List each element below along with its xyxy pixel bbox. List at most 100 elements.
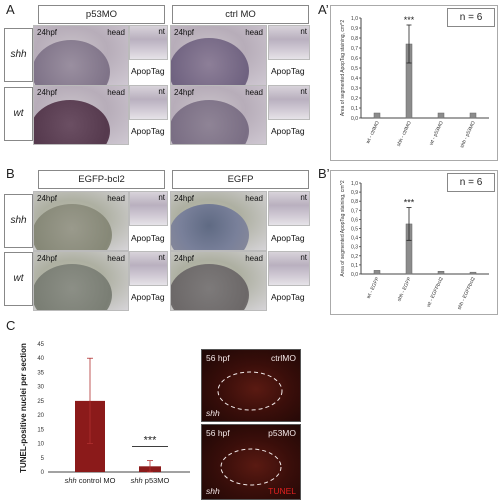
nt-label: nt xyxy=(158,253,165,262)
micrograph-nt-wt-egfp: nt xyxy=(268,251,310,286)
chart-a-prime-frame: n = 6 0,0 0,1 0,2 0,3 0,4 0,5 0,6 0,7 0,8 0,9 1,0 A… xyxy=(330,5,498,161)
treatment-label: ctrlMO xyxy=(270,353,296,363)
y-tick-label: 0,4 xyxy=(351,76,358,82)
tunel-image-p53mo: 56 hpf p53MO shh TUNEL xyxy=(201,424,301,500)
y-tick-label: 45 xyxy=(37,342,44,348)
micrograph-shh-p53mo: 24hpf head xyxy=(33,25,129,86)
row-label-wt: wt xyxy=(4,87,33,141)
y-tick-label: 0,8 xyxy=(351,36,358,42)
bar xyxy=(469,112,477,119)
apoptag-label: ApopTag xyxy=(131,126,165,136)
stain-label: TUNEL xyxy=(268,486,296,496)
chart-b-prime-frame: n = 6 0,0 0,1 0,2 0,3 0,4 0,5 0,6 0,7 0,8 0,9 1,0 A… xyxy=(330,170,498,315)
micrograph-nt-wt-egfpbcl2: nt xyxy=(129,251,168,286)
chart-b-prime: 0,0 0,1 0,2 0,3 0,4 0,5 0,6 0,7 0,8 0,9 1,0 Area of… xyxy=(340,180,489,311)
y-tick-label: 0,1 xyxy=(351,263,358,269)
head-label: head xyxy=(245,88,263,97)
row-label-shh: shh xyxy=(4,28,33,82)
n-label: n = 6 xyxy=(447,8,495,27)
tunel-outline xyxy=(220,448,282,486)
stage-label: 56 hpf xyxy=(206,428,230,438)
tunel-outline xyxy=(217,371,283,411)
y-tick-label: 0,1 xyxy=(351,106,358,112)
micrograph-shh-egfp: 24hpf head xyxy=(170,191,267,251)
chart-c: 0 5 10 15 20 25 30 35 40 45 TUNEL-positive nuclei … xyxy=(19,342,190,485)
micrograph-nt-shh-p53mo: nt xyxy=(129,25,168,60)
micrograph-shh-egfpbcl2: 24hpf head xyxy=(33,191,129,251)
panel-letter-a: A xyxy=(6,2,15,17)
panel-letter-b-prime: B’ xyxy=(318,166,330,181)
micrograph-shh-ctrlmo: 24hpf head xyxy=(170,25,267,86)
micrograph-wt-egfp: 24hpf head xyxy=(170,251,267,311)
x-tick-label: wt - EGFP xyxy=(366,276,381,300)
stage-label: 56 hpf xyxy=(206,353,230,363)
x-tick-label: wt - p53MO xyxy=(428,120,444,146)
header-egfp-bcl2: EGFP-bcl2 xyxy=(38,170,165,189)
significance-label: *** xyxy=(404,15,415,25)
bar xyxy=(437,112,445,119)
y-tick-label: 40 xyxy=(37,356,44,362)
y-tick-label: 0,2 xyxy=(351,96,358,102)
y-tick-label: 0,5 xyxy=(351,227,358,233)
y-tick-label: 35 xyxy=(37,370,44,376)
x-tick-label: shh - EGFPbcl2 xyxy=(456,276,476,311)
significance-label: *** xyxy=(404,198,415,208)
row-label-wt: wt xyxy=(4,252,33,306)
stage-label: 24hpf xyxy=(174,194,195,203)
y-tick-label: 0,0 xyxy=(351,272,358,278)
micrograph-wt-p53mo: 24hpf head xyxy=(33,85,129,145)
apoptag-label: ApopTag xyxy=(271,126,305,136)
bar xyxy=(437,271,445,275)
head-label: head xyxy=(245,28,263,37)
nt-label: nt xyxy=(300,193,307,202)
nt-label: nt xyxy=(300,87,307,96)
header-egfp: EGFP xyxy=(172,170,309,189)
stage-label: 24hpf xyxy=(174,28,195,37)
apoptag-label: ApopTag xyxy=(131,292,165,302)
bar xyxy=(373,112,381,119)
panel-letter-a-prime: A’ xyxy=(318,2,329,17)
y-tick-label: 0,9 xyxy=(351,190,358,196)
micrograph-wt-egfpbcl2: 24hpf head xyxy=(33,251,129,311)
nt-label: nt xyxy=(158,87,165,96)
y-tick-label: 15 xyxy=(37,427,44,433)
nt-label: nt xyxy=(300,27,307,36)
x-tick-label: shh - p53MO xyxy=(459,120,477,149)
apoptag-label: ApopTag xyxy=(131,233,165,243)
n-label: n = 6 xyxy=(447,173,495,192)
genotype-label: shh xyxy=(206,486,220,496)
x-tick-label: shh - ctrlMO xyxy=(396,120,413,147)
y-tick-label: 0,0 xyxy=(351,116,358,122)
bar xyxy=(373,270,381,275)
panel-letter-c: C xyxy=(6,318,16,333)
nt-label: nt xyxy=(300,253,307,262)
y-tick-label: 0,7 xyxy=(351,46,358,52)
y-tick-label: 0,6 xyxy=(351,217,358,223)
micrograph-nt-shh-egfp: nt xyxy=(268,191,310,226)
stage-label: 24hpf xyxy=(174,254,195,263)
stage-label: 24hpf xyxy=(37,28,58,37)
y-tick-label: 0,9 xyxy=(351,26,358,32)
y-tick-label: 0,3 xyxy=(351,245,358,251)
y-tick-label: 0,3 xyxy=(351,86,358,92)
y-tick-label: 0,5 xyxy=(351,66,358,72)
x-tick-label: wt - ctrlMO xyxy=(365,120,381,145)
y-tick-label: 20 xyxy=(37,413,44,419)
y-tick-label: 1,0 xyxy=(351,181,358,187)
head-label: head xyxy=(107,254,125,263)
apoptag-label: ApopTag xyxy=(271,66,305,76)
head-label: head xyxy=(107,28,125,37)
header-p53mo: p53MO xyxy=(38,5,165,24)
y-tick-label: 30 xyxy=(37,385,44,391)
x-tick-label: shh control MO xyxy=(65,476,116,485)
micrograph-nt-shh-egfpbcl2: nt xyxy=(129,191,168,226)
head-label: head xyxy=(245,194,263,203)
header-ctrl-mo: ctrl MO xyxy=(172,5,309,24)
bar xyxy=(469,271,477,275)
apoptag-label: ApopTag xyxy=(271,233,305,243)
y-tick-label: 0,8 xyxy=(351,199,358,205)
chart-a-prime: 0,0 0,1 0,2 0,3 0,4 0,5 0,6 0,7 0,8 0,9 1,0 Area of… xyxy=(340,15,489,149)
y-tick-label: 0 xyxy=(41,470,45,476)
nt-label: nt xyxy=(158,193,165,202)
